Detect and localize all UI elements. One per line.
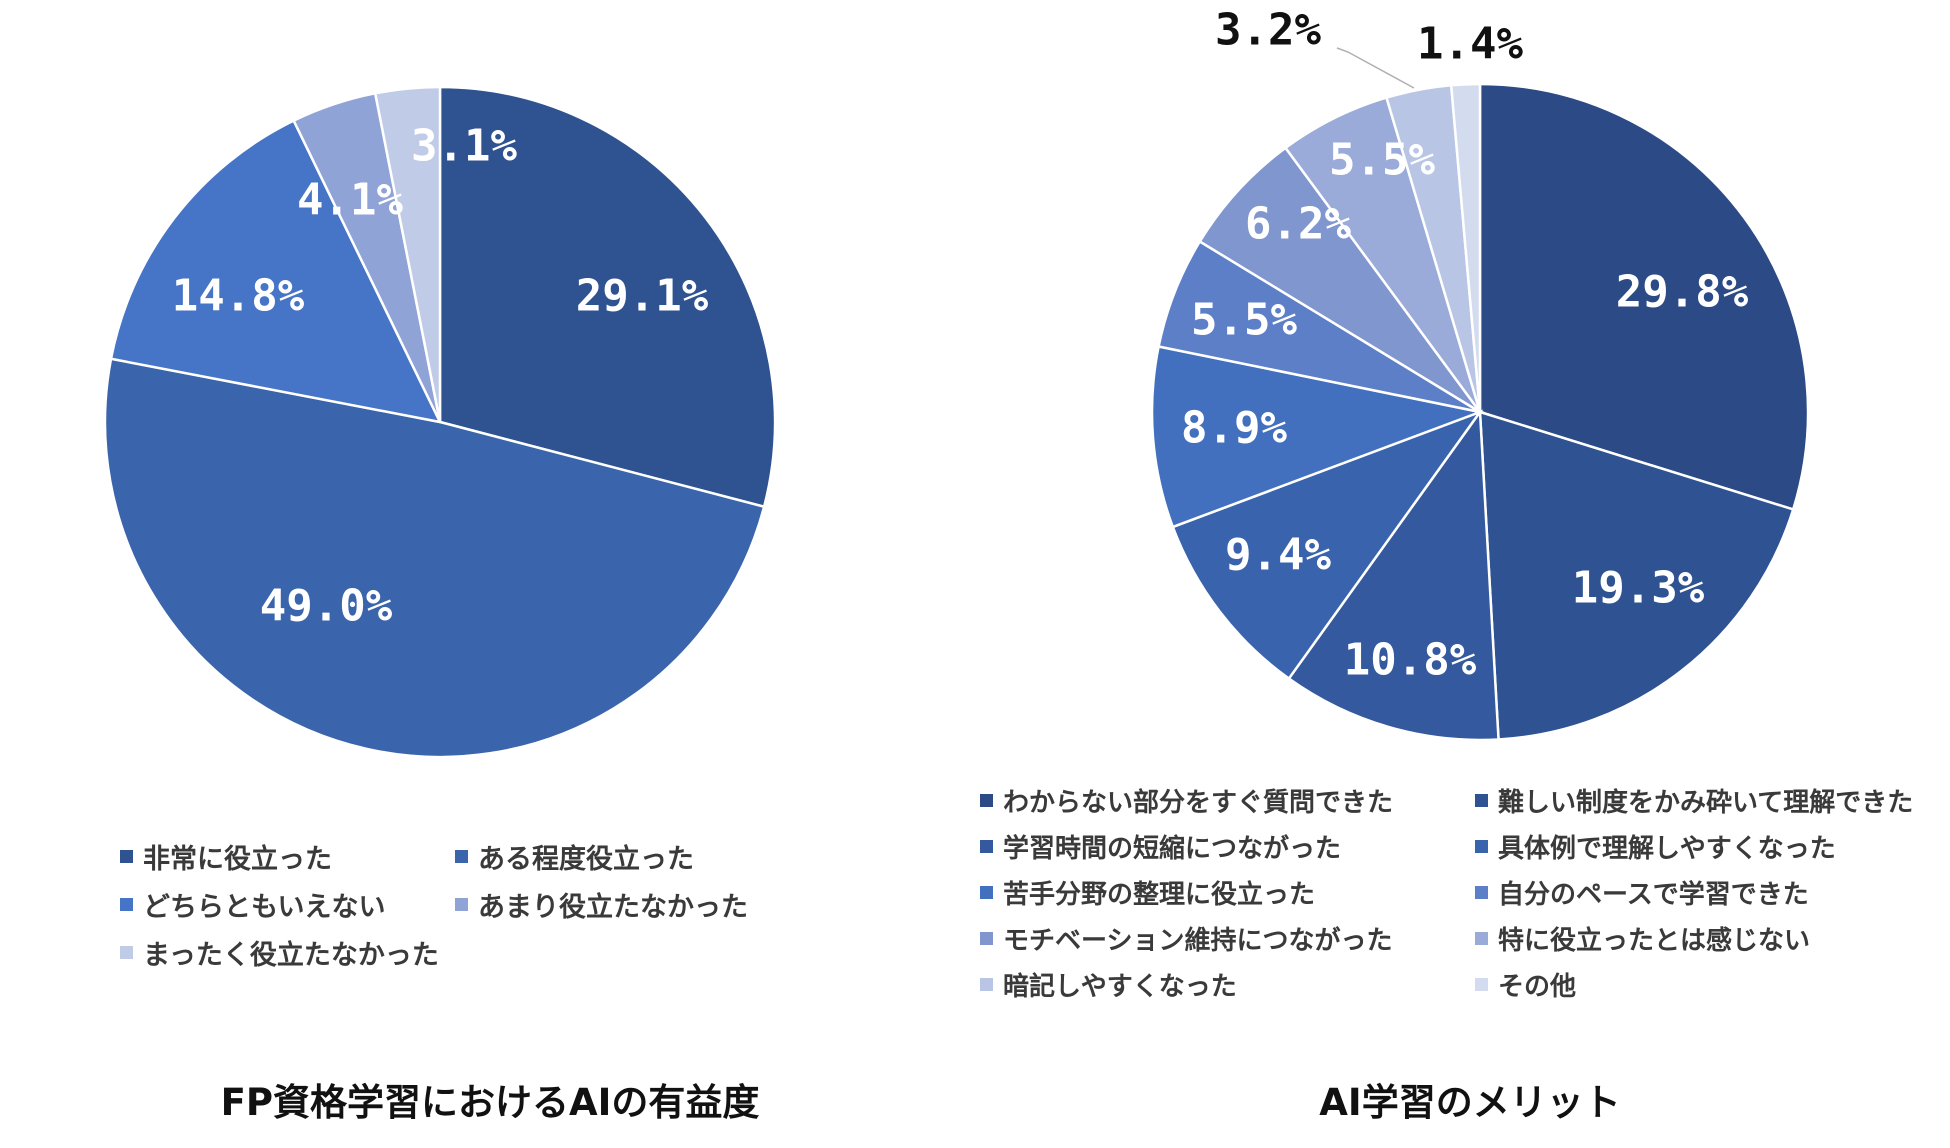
pie2-legend-label-7: 特に役立ったとは感じない [1498,925,1811,956]
pie2-legend-swatch-2 [980,839,993,853]
pie1-slice-4 [373,85,442,423]
pie2-legend-swatch-7 [1475,931,1488,945]
pie2-legend-label-8: 暗記しやすくなった [1003,971,1237,1002]
pie2-legend-label-3: 具体例で理解しやすくなった [1498,833,1836,864]
pie1-legend-item-4: まったく役立たなかった [120,928,455,976]
pie1-legend-label-4: まったく役立たなかった [143,939,439,971]
pie2-data-label-1: 19.3% [1572,563,1705,614]
pie1-legend-item-3: あまり役立たなかった [455,880,755,928]
pie2-legend-item-0: わからない部分をすぐ質問できた [980,777,1475,823]
legend-ai-merits: わからない部分をすぐ質問できた 難しい制度をかみ砕いて理解できた学習時間の短縮につ… [980,777,1945,1007]
pie1-data-label-2: 14.8% [172,271,305,322]
pie1-legend-swatch-2 [120,897,133,911]
pie1-data-label-4: 3.1% [411,121,517,172]
pie1-legend-label-0: 非常に役立った [143,843,332,875]
pie1-legend-swatch-3 [455,897,468,911]
pie2-slice-6 [1198,146,1482,414]
pie2-legend-item-2: 学習時間の短縮につながった [980,823,1475,869]
pie-chart-ai-usefulness: 29.1% 49.0% 14.8% 4.1%3.1% [103,85,777,759]
pie2-legend-swatch-3 [1475,839,1488,853]
pie2-legend-item-6: モチベーション維持につながった [980,915,1475,961]
pie2-data-label-6: 6.2% [1245,199,1351,250]
pie2-legend-item-5: 自分のペースで学習できた [1475,869,1945,915]
pie1-legend-item-2: どちらともいえない [120,880,455,928]
pie2-legend-swatch-9 [1475,977,1488,991]
pie2-legend-label-5: 自分のペースで学習できた [1498,879,1809,910]
chart-title-ai-merits: AI学習のメリット [1319,1081,1621,1124]
pie-chart-ai-merits: 29.8% 19.3% 10.8% 9.4% 8.9% 5.5% 6.2% 5.5% 3.2% 1… [1150,5,1810,742]
pie2-data-label-9: 1.4% [1417,19,1523,70]
pie2-legend-item-9: その他 [1475,961,1945,1007]
pie2-legend-label-1: 難しい制度をかみ砕いて理解できた [1498,787,1914,818]
pie2-leader-line-8 [1336,47,1415,89]
pie1-legend-swatch-0 [120,849,133,863]
pie2-legend-swatch-0 [980,793,993,807]
pie1-legend-item-0: 非常に役立った [120,832,455,880]
pie1-data-label-3: 4.1% [297,175,403,226]
pie2-legend-swatch-4 [980,885,993,899]
pie2-data-label-5: 5.5% [1191,295,1297,346]
pie2-legend-swatch-6 [980,931,993,945]
pie1-legend-label-3: あまり役立たなかった [478,891,748,923]
pie2-data-label-2: 10.8% [1344,635,1477,686]
pie2-legend-swatch-8 [980,977,993,991]
pie1-legend-swatch-1 [455,849,468,863]
pie1-data-label-1: 49.0% [260,581,393,632]
pie2-legend-swatch-1 [1475,793,1488,807]
pie1-legend-item-1: ある程度役立った [455,832,755,880]
pie2-legend-item-4: 苦手分野の整理に役立った [980,869,1475,915]
pie2-legend-swatch-5 [1475,885,1488,899]
pie1-slice-0 [438,85,777,509]
pie2-slice-3 [1171,409,1484,681]
pie2-legend-item-7: 特に役立ったとは感じない [1475,915,1945,961]
pie2-data-label-3: 9.4% [1225,530,1331,581]
pie1-slice-1 [103,357,766,759]
pie2-slice-0 [1478,82,1810,511]
pie1-data-label-0: 29.1% [576,271,709,322]
pie2-data-label-7: 5.5% [1329,135,1435,186]
pie2-legend-label-4: 苦手分野の整理に役立った [1003,879,1316,910]
chart-title-ai-usefulness: FP資格学習におけるAIの有益度 [220,1081,760,1124]
pie2-legend-label-2: 学習時間の短縮につながった [1003,833,1342,864]
pie2-legend-item-1: 難しい制度をかみ砕いて理解できた [1475,777,1945,823]
pie2-legend-label-9: その他 [1498,971,1577,1002]
pie2-legend-item-8: 暗記しやすくなった [980,961,1475,1007]
pie2-legend-label-6: モチベーション維持につながった [1003,925,1393,956]
pie2-data-label-0: 29.8% [1616,267,1749,318]
pie2-slice-9 [1449,82,1482,413]
pie2-data-label-4: 8.9% [1181,403,1287,454]
pie1-legend-label-2: どちらともいえない [143,891,386,923]
pie1-legend-label-1: ある程度役立った [478,843,694,875]
pie2-legend-item-3: 具体例で理解しやすくなった [1475,823,1945,869]
pie1-slice-2 [109,118,443,424]
pie2-slice-2 [1287,408,1500,742]
pie2-slice-4 [1150,345,1485,529]
legend-ai-usefulness: 非常に役立った ある程度役立ったどちらともいえない あまり役立たなかったまったく役立… [120,832,755,976]
pie1-legend-swatch-4 [120,945,133,959]
pie2-legend-label-0: わからない部分をすぐ質問できた [1003,787,1394,818]
pie2-data-label-8: 3.2% [1215,5,1321,56]
pie2-slice-1 [1478,410,1795,741]
